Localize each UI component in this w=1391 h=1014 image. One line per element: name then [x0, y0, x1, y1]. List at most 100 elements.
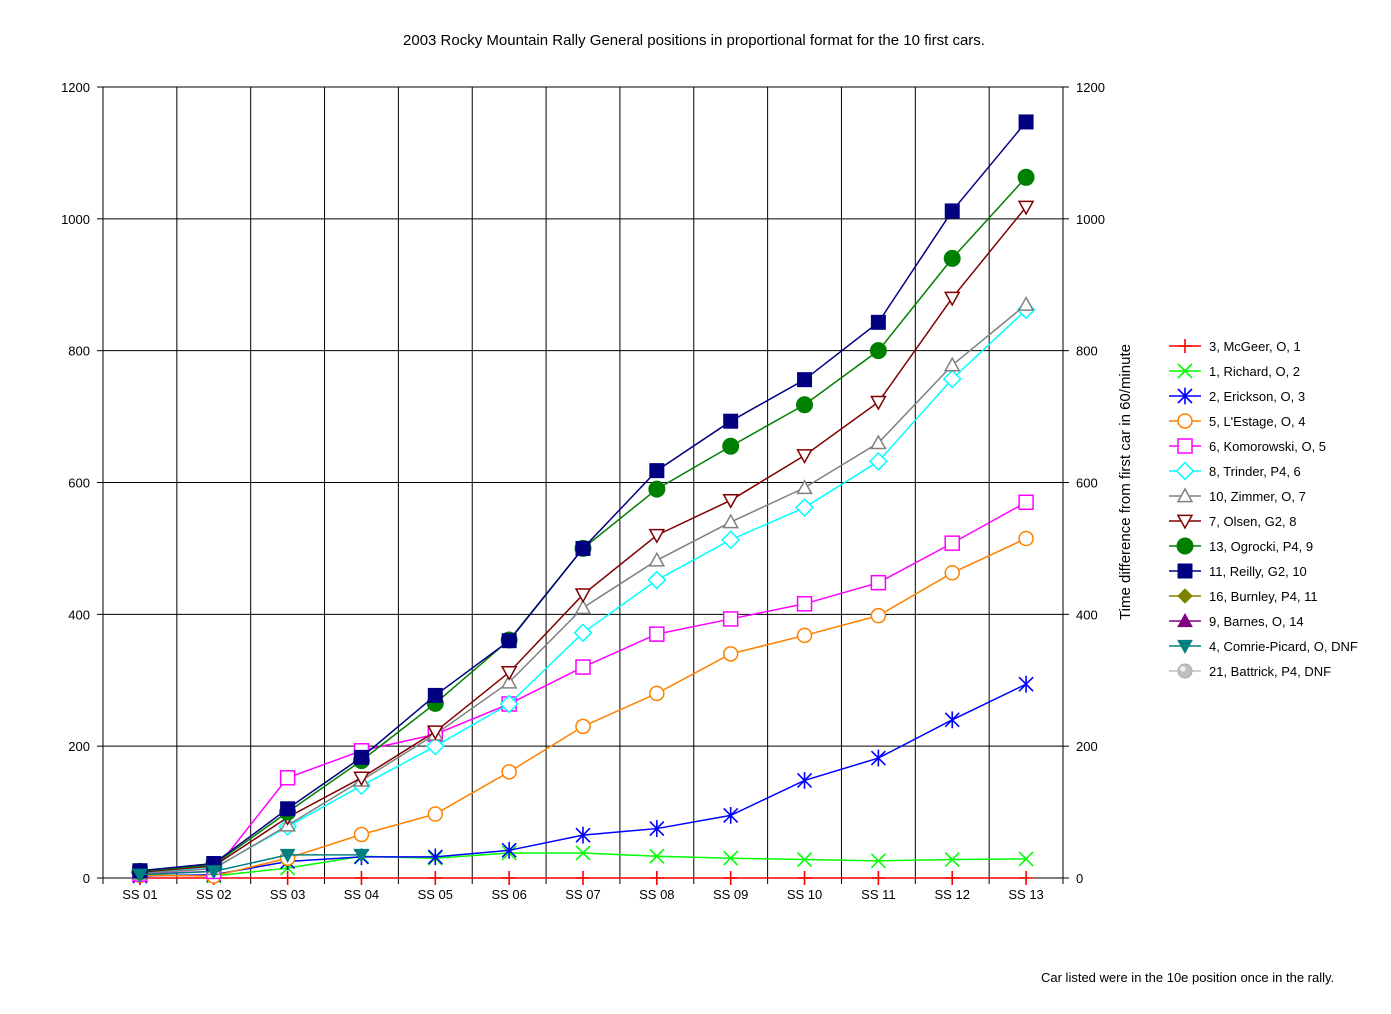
x-tick-label: SS 10 — [787, 887, 822, 902]
legend-marker — [1176, 514, 1194, 530]
x-tick-label: SS 13 — [1008, 887, 1043, 902]
data-point — [943, 249, 961, 267]
data-point — [943, 291, 961, 307]
data-point — [796, 596, 813, 612]
legend-item: 4, Comrie-Picard, O, DNF — [1169, 639, 1358, 655]
data-point — [944, 565, 960, 581]
data-point — [501, 633, 517, 649]
legend-label: 1, Richard, O, 2 — [1209, 364, 1300, 379]
data-point — [501, 764, 517, 780]
data-point — [722, 611, 739, 627]
data-point — [575, 826, 591, 844]
data-point — [868, 451, 888, 471]
data-point — [796, 627, 813, 644]
x-tick-label: SS 09 — [713, 887, 748, 902]
data-point — [649, 848, 665, 864]
right-tick-label: 800 — [1076, 344, 1098, 359]
data-point — [132, 868, 148, 883]
data-point — [574, 599, 592, 615]
data-point — [1017, 200, 1035, 216]
x-tick-label: SS 03 — [270, 887, 305, 902]
legend-item: 7, Olsen, G2, 8 — [1169, 514, 1296, 530]
right-y-axis: 0 200 400 600 800 1000 1200 — [1063, 80, 1105, 886]
legend-item: 10, Zimmer, O, 7 — [1169, 487, 1306, 504]
legend-marker — [1177, 438, 1193, 454]
legend-marker — [1177, 612, 1193, 628]
legend-label: 10, Zimmer, O, 7 — [1209, 489, 1306, 504]
data-point — [870, 395, 887, 411]
legend-label: 9, Barnes, O, 14 — [1209, 614, 1304, 629]
data-point — [427, 725, 444, 741]
legend-item: 8, Trinder, P4, 6 — [1169, 461, 1301, 481]
data-point — [942, 369, 962, 389]
data-point — [425, 736, 445, 756]
data-point — [499, 694, 519, 714]
data-point — [870, 314, 886, 330]
data-point — [648, 528, 666, 544]
x-tick-label: SS 05 — [418, 887, 453, 902]
legend-marker — [1175, 461, 1195, 481]
data-point — [427, 806, 444, 822]
data-point — [649, 463, 665, 479]
data-point — [944, 203, 960, 219]
data-point — [870, 607, 887, 624]
data-point — [870, 853, 886, 869]
x-tick-label: SS 02 — [196, 887, 231, 902]
x-tick-label: SS 01 — [122, 887, 157, 902]
data-point — [353, 826, 370, 843]
right-tick-label: 200 — [1076, 739, 1098, 754]
data-point — [427, 848, 443, 866]
data-point — [1018, 851, 1034, 867]
left-tick-label: 0 — [83, 871, 90, 886]
data-point — [575, 718, 591, 735]
data-point — [575, 540, 591, 556]
right-tick-label: 1000 — [1076, 212, 1105, 227]
data-point — [1018, 530, 1034, 547]
data-point — [795, 498, 814, 518]
legend-item: 3, McGeer, O, 1 — [1169, 339, 1301, 354]
data-point — [943, 356, 961, 372]
left-tick-label: 1200 — [61, 80, 90, 95]
series-line — [139, 854, 362, 876]
data-point — [649, 626, 665, 642]
left-tick-label: 200 — [68, 739, 90, 754]
data-point — [796, 479, 813, 495]
legend-item: 1, Richard, O, 2 — [1169, 363, 1300, 379]
x-tick-label: SS 12 — [935, 887, 970, 902]
data-point — [1017, 295, 1035, 311]
data-point — [279, 848, 296, 863]
data-point — [279, 770, 296, 786]
series-9 — [132, 114, 1034, 879]
data-point — [205, 865, 222, 880]
legend-item: 6, Komorowski, O, 5 — [1169, 438, 1326, 454]
x-tick-label: SS 07 — [565, 887, 600, 902]
data-point — [1018, 675, 1034, 693]
data-point — [500, 673, 518, 689]
data-point — [721, 530, 741, 550]
right-tick-label: 0 — [1076, 871, 1083, 886]
data-point — [870, 574, 887, 591]
data-point — [647, 570, 667, 590]
legend-marker — [1177, 363, 1193, 379]
data-point — [649, 685, 665, 702]
data-point — [1019, 871, 1034, 885]
right-tick-label: 400 — [1076, 607, 1098, 622]
legend-marker — [1176, 537, 1194, 555]
left-tick-label: 800 — [68, 344, 90, 359]
data-point — [796, 772, 813, 789]
data-point — [722, 513, 739, 529]
left-tick-label: 1000 — [61, 212, 90, 227]
data-point — [722, 437, 740, 455]
legend-label: 13, Ogrocki, P4, 9 — [1209, 539, 1313, 554]
legend-marker — [1178, 339, 1192, 353]
data-point — [648, 551, 666, 567]
legend-item: 16, Burnley, P4, 11 — [1169, 588, 1318, 604]
chart-title: 2003 Rocky Mountain Rally General positi… — [403, 32, 985, 49]
data-point — [574, 588, 592, 604]
x-tick-label: SS 04 — [344, 887, 379, 902]
data-point — [796, 449, 813, 465]
data-point — [796, 396, 814, 414]
right-tick-label: 1200 — [1076, 80, 1105, 95]
data-point — [576, 871, 590, 885]
x-tick-label: SS 06 — [491, 887, 526, 902]
